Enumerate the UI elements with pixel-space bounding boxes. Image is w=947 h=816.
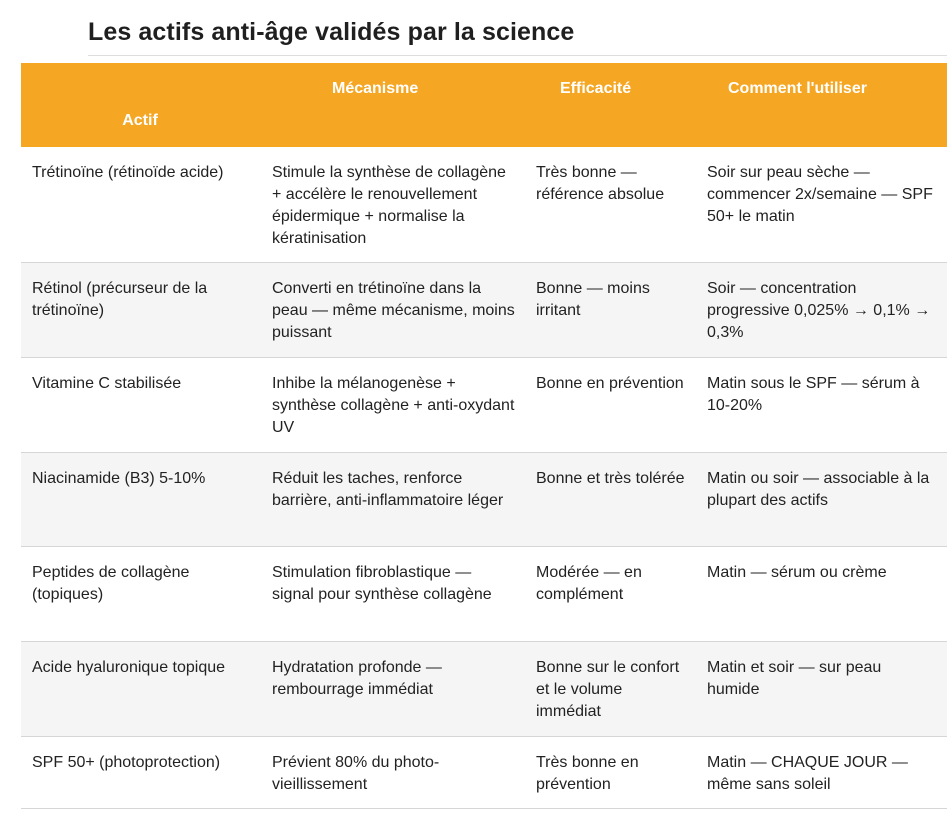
cell-actif: SPF 50+ (photoprotection) — [21, 736, 259, 809]
actives-table: Actif Mécanisme Efficacité Comment l'uti… — [21, 63, 947, 809]
table-row: Trétinoïne (rétinoïde acide) Stimule la … — [21, 147, 947, 263]
cell-efficacite: Bonne sur le confort et le volume immédi… — [525, 641, 696, 737]
cell-actif: Vitamine C stabilisée — [21, 357, 259, 453]
page-title: Les actifs anti-âge validés par la scien… — [88, 18, 575, 46]
cell-actif: Rétinol (précurseur de la trétinoïne) — [21, 262, 259, 358]
table-row: Vitamine C stabilisée Inhibe la mélanoge… — [21, 357, 947, 453]
cell-actif: Acide hyaluronique topique — [21, 641, 259, 737]
cell-mecanisme: Réduit les taches, renforce barrière, an… — [259, 452, 525, 547]
header-mecanisme: Mécanisme — [332, 80, 419, 97]
cell-efficacite: Très bonne — référence absolue — [525, 147, 696, 263]
cell-utilisation: Matin sous le SPF — sérum à 10-20% — [696, 357, 947, 453]
cell-efficacite: Très bonne en prévention — [525, 736, 696, 809]
header-actif: Actif — [122, 112, 158, 129]
header-efficacite: Efficacité — [560, 80, 632, 97]
cell-efficacite: Bonne en prévention — [525, 357, 696, 453]
header-utilisation: Comment l'utiliser — [728, 80, 867, 97]
cell-mecanisme: Stimulation fibroblastique — signal pour… — [259, 546, 525, 642]
title-divider — [88, 55, 947, 56]
cell-efficacite: Bonne — moins irritant — [525, 262, 696, 358]
cell-actif: Peptides de collagène (topiques) — [21, 546, 259, 642]
cell-utilisation: Soir — concentration progressive 0,025% … — [696, 262, 947, 358]
cell-efficacite: Bonne et très tolérée — [525, 452, 696, 547]
cell-actif: Trétinoïne (rétinoïde acide) — [21, 147, 259, 263]
cell-mecanisme: Hydratation profonde — rembourrage imméd… — [259, 641, 525, 737]
cell-actif: Niacinamide (B3) 5-10% — [21, 452, 259, 547]
table-row: Niacinamide (B3) 5-10% Réduit les taches… — [21, 452, 947, 547]
cell-utilisation: Matin — CHAQUE JOUR — même sans soleil — [696, 736, 947, 809]
cell-utilisation: Matin ou soir — associable à la plupart … — [696, 452, 947, 547]
cell-efficacite: Modérée — en complément — [525, 546, 696, 642]
cell-mecanisme: Inhibe la mélanogenèse + synthèse collag… — [259, 357, 525, 453]
cell-mecanisme: Converti en trétinoïne dans la peau — mê… — [259, 262, 525, 358]
table-row: Rétinol (précurseur de la trétinoïne) Co… — [21, 262, 947, 358]
cell-mecanisme: Prévient 80% du photo-vieillissement — [259, 736, 525, 809]
table-row: Acide hyaluronique topique Hydratation p… — [21, 641, 947, 737]
table-row: SPF 50+ (photoprotection) Prévient 80% d… — [21, 736, 947, 809]
cell-utilisation: Matin et soir — sur peau humide — [696, 641, 947, 737]
cell-mecanisme: Stimule la synthèse de collagène + accél… — [259, 147, 525, 263]
table-header-row: Actif Mécanisme Efficacité Comment l'uti… — [21, 63, 947, 147]
table-row: Peptides de collagène (topiques) Stimula… — [21, 546, 947, 642]
cell-utilisation: Soir sur peau sèche — commencer 2x/semai… — [696, 147, 947, 263]
cell-utilisation: Matin — sérum ou crème — [696, 546, 947, 642]
